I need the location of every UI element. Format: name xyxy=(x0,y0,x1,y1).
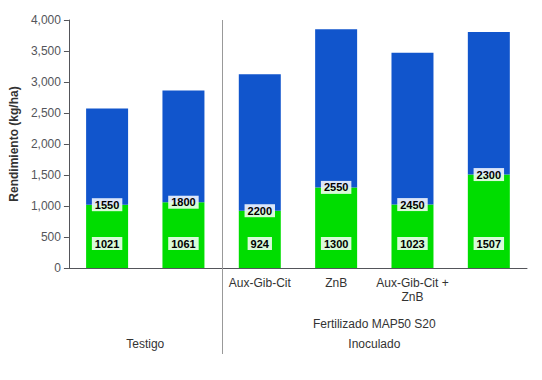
svg-text:924: 924 xyxy=(251,238,270,250)
svg-text:2,000: 2,000 xyxy=(31,137,61,151)
svg-text:Fertilizado MAP50 S20: Fertilizado MAP50 S20 xyxy=(313,317,436,331)
svg-text:1507: 1507 xyxy=(477,238,501,250)
svg-text:1,500: 1,500 xyxy=(31,168,61,182)
svg-text:0: 0 xyxy=(54,261,61,275)
svg-text:Aux-Gib-Cit: Aux-Gib-Cit xyxy=(229,276,292,290)
svg-text:1300: 1300 xyxy=(324,238,348,250)
svg-text:1021: 1021 xyxy=(95,238,119,250)
svg-text:Inoculado: Inoculado xyxy=(348,337,400,351)
svg-text:2550: 2550 xyxy=(324,181,348,193)
svg-text:500: 500 xyxy=(41,230,61,244)
svg-text:1,000: 1,000 xyxy=(31,199,61,213)
svg-text:1550: 1550 xyxy=(95,199,119,211)
svg-text:2,500: 2,500 xyxy=(31,106,61,120)
svg-text:3,500: 3,500 xyxy=(31,44,61,58)
svg-text:2300: 2300 xyxy=(477,169,501,181)
svg-text:2200: 2200 xyxy=(248,205,272,217)
svg-text:Aux-Gib-Cit +: Aux-Gib-Cit + xyxy=(376,276,448,290)
svg-text:Testigo: Testigo xyxy=(126,337,164,351)
svg-text:1023: 1023 xyxy=(400,238,424,250)
svg-text:1800: 1800 xyxy=(171,196,195,208)
svg-text:1061: 1061 xyxy=(171,238,195,250)
svg-text:4,000: 4,000 xyxy=(31,13,61,27)
svg-text:ZnB: ZnB xyxy=(401,290,423,304)
svg-text:Rendimiento (kg/ha): Rendimiento (kg/ha) xyxy=(7,86,21,201)
svg-text:2450: 2450 xyxy=(400,199,424,211)
svg-text:ZnB: ZnB xyxy=(325,276,347,290)
svg-text:3,000: 3,000 xyxy=(31,75,61,89)
